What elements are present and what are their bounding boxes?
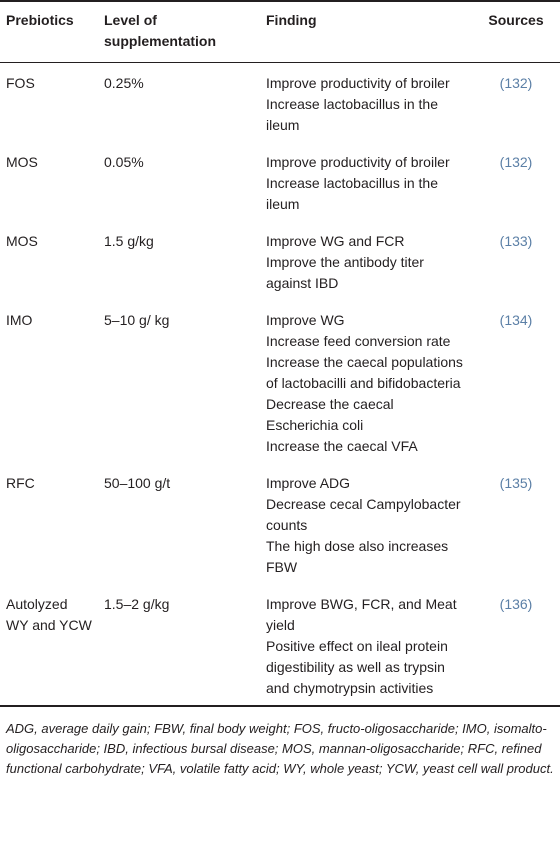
page: Prebiotics Level of supplementation Findin…: [0, 0, 560, 776]
finding-item: Improve WG and FCR: [266, 233, 405, 249]
finding-item: Increase feed conversion rate: [266, 333, 451, 349]
prebiotic-cell: MOS: [6, 154, 38, 170]
level-cell: 50–100 g/t: [104, 475, 171, 491]
prebiotic-cell: Autolyzed WY and YCW: [6, 596, 92, 633]
header-cell: Level of supplementation: [98, 1, 260, 63]
finding-item: Improve productivity of broiler: [266, 154, 450, 170]
level-cell: 1.5 g/kg: [104, 233, 154, 249]
finding-item: Decrease the caecal Escherichia coli: [266, 396, 394, 433]
source-cell: (136): [499, 596, 533, 612]
source-cell: (134): [499, 312, 533, 328]
table-row: FOS 0.25% Improve productivity of broiler I…: [0, 63, 560, 143]
finding-cell: Improve ADG Decrease cecal Campylobacter …: [260, 463, 472, 584]
header-row: Prebiotics Level of supplementation Findin…: [0, 1, 560, 63]
finding-item: Increase lactobacillus in the ileum: [266, 96, 438, 133]
source-cell: (132): [499, 75, 533, 91]
finding-item: Increase the caecal populations of lacto…: [266, 354, 463, 391]
table-row: MOS 1.5 g/kg Improve WG and FCR Improve the…: [0, 221, 560, 300]
finding-item: Improve ADG: [266, 475, 351, 491]
footnote: ADG, average daily gain; FBW, final body…: [6, 721, 554, 776]
prebiotic-cell: RFC: [6, 475, 35, 491]
table-row: IMO 5–10 g/ kg Improve WG Increase feed con…: [0, 300, 560, 463]
header-cell: Prebiotics: [0, 1, 98, 63]
header-cell: Sources: [472, 1, 560, 63]
level-cell: 0.05%: [104, 154, 144, 170]
finding-cell: Improve productivity of broiler Increase …: [260, 142, 472, 221]
finding-item: Increase lactobacillus in the ileum: [266, 175, 438, 212]
prebiotic-cell: MOS: [6, 233, 38, 249]
table-row: Autolyzed WY and YCW 1.5–2 g/kg Improve BW…: [0, 584, 560, 706]
finding-item: Improve productivity of broiler: [266, 75, 450, 91]
finding-item: Improve WG: [266, 312, 345, 328]
level-cell: 1.5–2 g/kg: [104, 596, 170, 612]
prebiotic-cell: IMO: [6, 312, 33, 328]
source-cell: (132): [499, 154, 533, 170]
finding-cell: Improve BWG, FCR, and Meat yield Positive…: [260, 584, 472, 706]
finding-cell: Improve productivity of broiler Increase …: [260, 63, 472, 143]
finding-item: Positive effect on ileal protein digesti…: [266, 638, 448, 696]
finding-cell: Improve WG Increase feed conversion rate I…: [260, 300, 472, 463]
finding-cell: Improve WG and FCR Improve the antibody t…: [260, 221, 472, 300]
table-body: FOS 0.25% Improve productivity of broiler I…: [0, 63, 560, 707]
finding-item: Decrease cecal Campylobacter counts: [266, 496, 461, 533]
finding-item: Improve BWG, FCR, and Meat yield: [266, 596, 457, 633]
level-cell: 0.25%: [104, 75, 144, 91]
source-cell: (133): [499, 233, 533, 249]
level-cell: 5–10 g/ kg: [104, 312, 170, 328]
header-cell: Finding: [260, 1, 472, 63]
finding-item: Improve the antibody titer against IBD: [266, 254, 424, 291]
data-table: Prebiotics Level of supplementation Findin…: [0, 0, 560, 707]
table-row: RFC 50–100 g/t Improve ADG Decrease cecal C…: [0, 463, 560, 584]
table-row: MOS 0.05% Improve productivity of broiler I…: [0, 142, 560, 221]
source-cell: (135): [499, 475, 533, 491]
finding-item: Increase the caecal VFA: [266, 438, 418, 454]
finding-item: The high dose also increases FBW: [266, 538, 449, 575]
prebiotic-cell: FOS: [6, 75, 35, 91]
